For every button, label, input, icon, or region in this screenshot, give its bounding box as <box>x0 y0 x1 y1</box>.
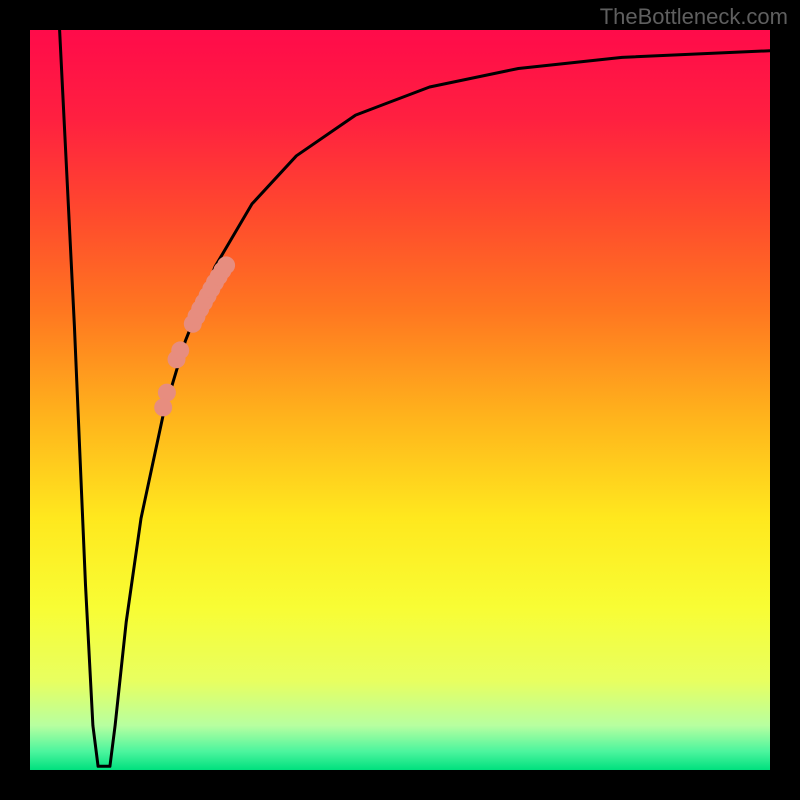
watermark-text: TheBottleneck.com <box>600 4 788 30</box>
data-marker <box>171 341 189 359</box>
chart-background <box>30 30 770 770</box>
bottleneck-chart <box>0 0 800 800</box>
data-marker <box>217 256 235 274</box>
chart-container: TheBottleneck.com <box>0 0 800 800</box>
data-marker <box>154 398 172 416</box>
